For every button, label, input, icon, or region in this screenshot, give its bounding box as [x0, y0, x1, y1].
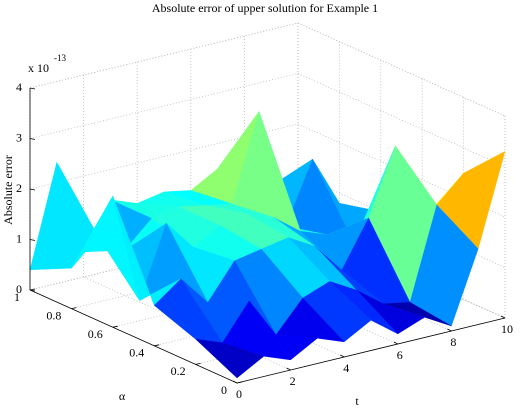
y-tick-label: 1 [14, 290, 20, 304]
z-scale-label: x 10 [28, 61, 49, 75]
z-tick-label: 2 [16, 181, 22, 195]
x-axis-label: t [355, 394, 359, 408]
x-tick-label: 0 [236, 387, 242, 401]
y-tick-label: 0.2 [171, 364, 186, 378]
y-axis [29, 289, 238, 384]
x-tick [340, 354, 345, 358]
x-tick [232, 380, 238, 384]
y-tick-label: 0.4 [129, 346, 144, 360]
y-tick-label: 0.6 [88, 327, 103, 341]
z-tick-label: 1 [16, 231, 22, 245]
x-tick-label: 4 [343, 361, 349, 375]
x-tick-label: 2 [290, 374, 296, 388]
y-tick-label: 0 [221, 383, 227, 397]
grid-line [83, 276, 291, 371]
grid-line [71, 243, 340, 309]
grid-line [297, 22, 506, 117]
x-tick-label: 6 [397, 348, 403, 362]
x-tick [286, 367, 291, 371]
y-axis-label: α [119, 389, 126, 403]
z-tick [29, 289, 36, 292]
grid-line [29, 73, 299, 139]
z-scale-exponent: -13 [54, 53, 66, 63]
y-tick [112, 325, 118, 328]
z-tick-label: 3 [16, 130, 22, 144]
grid-line [29, 123, 299, 190]
y-tick [71, 307, 77, 309]
x-axis [236, 317, 506, 384]
x-tick [500, 315, 506, 319]
z-tick-label: 4 [16, 80, 22, 94]
chart-title: Absolute error of upper solution for Exa… [152, 1, 378, 15]
grid-line [297, 73, 506, 167]
z-axis-label: Absolute error [1, 155, 15, 225]
grid-line [29, 22, 299, 89]
x-tick-label: 8 [450, 335, 456, 349]
grid-line [112, 261, 381, 328]
x-tick [447, 328, 452, 332]
x-tick-label: 10 [501, 322, 513, 336]
y-tick [236, 381, 243, 384]
z-tick [29, 239, 36, 241]
z-tick-label: 0 [16, 282, 22, 296]
surface-patch [29, 161, 99, 271]
x-tick [393, 341, 398, 345]
z-tick [29, 138, 36, 140]
z-tick [29, 87, 36, 90]
y-tick-label: 0.8 [46, 308, 61, 322]
surface-patch [195, 338, 265, 379]
y-tick [195, 363, 201, 365]
y-tick [154, 344, 160, 347]
grid-line [297, 224, 506, 319]
grid-line [29, 224, 299, 291]
z-tick [29, 188, 36, 191]
